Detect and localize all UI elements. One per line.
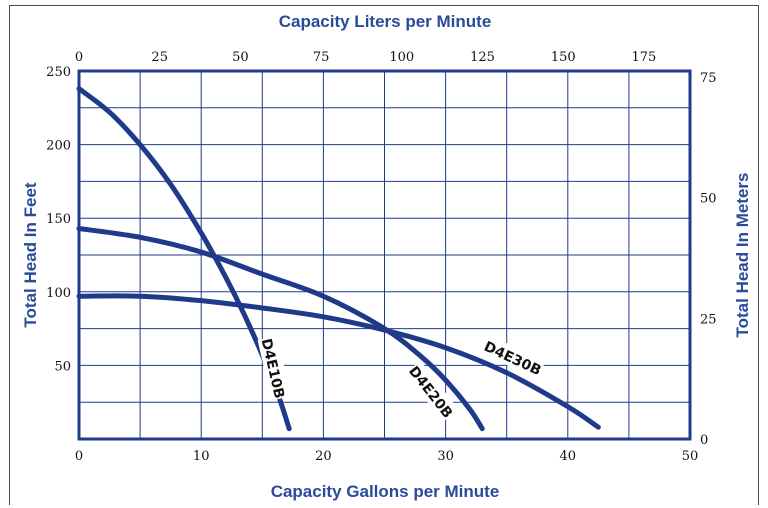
curve-label-d4e20b: D4E20B [405, 364, 455, 422]
y-meters-tick-label: 25 [700, 312, 717, 327]
x-lpm-tick-label: 75 [313, 50, 330, 65]
x-gpm-tick-label: 50 [682, 449, 699, 464]
y-feet-tick-label: 50 [54, 359, 71, 374]
chart-frame [9, 5, 759, 505]
right-axis-title: Total Head In Meters [733, 173, 752, 338]
plot-border [77, 69, 692, 441]
curve-d4e30b [76, 293, 601, 430]
x-gpm-tick-label: 30 [437, 449, 454, 464]
x-gpm-tick-label: 40 [560, 449, 577, 464]
grid [79, 71, 690, 439]
curve-d4e10b [76, 86, 292, 432]
tick-labels: 0 10 20 30 40 500 25 50 75 100 125 150 1755010015020… [46, 50, 716, 464]
y-feet-tick-label: 100 [46, 286, 71, 301]
y-meters-tick-label: 0 [700, 433, 708, 448]
y-feet-tick-label: 250 [46, 65, 71, 80]
x-lpm-tick-label: 25 [151, 50, 168, 65]
curve-label-background [480, 334, 546, 380]
x-lpm-tick-label: 100 [389, 50, 414, 65]
curve-label-group: D4E30B [480, 334, 546, 380]
x-lpm-tick-label: 0 [75, 50, 83, 65]
curves [76, 86, 601, 432]
x-lpm-tick-label: 175 [632, 50, 657, 65]
x-gpm-tick-label: 10 [193, 449, 210, 464]
bottom-axis-title: Capacity Gallons per Minute [271, 482, 500, 501]
x-lpm-tick-label: 50 [232, 50, 249, 65]
x-lpm-tick-label: 125 [470, 50, 495, 65]
x-gpm-tick-label: 0 [75, 449, 83, 464]
curve-d4e20b [76, 226, 485, 432]
y-meters-tick-label: 75 [700, 71, 717, 86]
x-lpm-tick-label: 150 [551, 50, 576, 65]
y-feet-tick-label: 150 [46, 212, 71, 227]
top-axis-title: Capacity Liters per Minute [279, 12, 492, 31]
curve-label-group: D4E20B [404, 360, 459, 422]
curve-label-background [404, 360, 459, 422]
y-meters-tick-label: 50 [700, 192, 717, 207]
left-axis-title: Total Head In Feet [21, 182, 40, 327]
curve-label-background [257, 335, 291, 401]
y-feet-tick-label: 200 [46, 139, 71, 154]
x-gpm-tick-label: 20 [315, 449, 332, 464]
